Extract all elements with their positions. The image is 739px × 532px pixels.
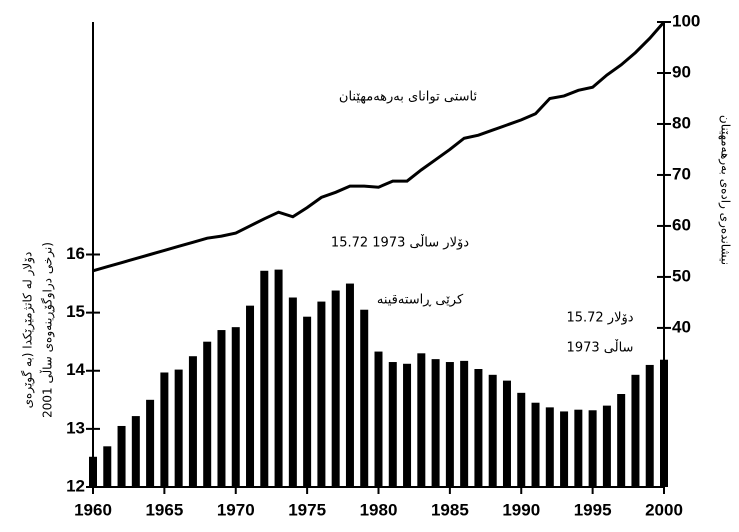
bar [660, 359, 668, 487]
bar [588, 410, 597, 487]
line [92, 21, 666, 273]
bar [188, 356, 197, 487]
x-tick-label: 1995 [574, 500, 612, 519]
bar [231, 327, 240, 487]
bar [174, 369, 183, 487]
annotation: ئاستی توانای بەرهەمهێنان [339, 90, 477, 105]
bar [203, 341, 212, 487]
bar [631, 374, 640, 487]
bar [288, 297, 297, 487]
y2-tick-label: 60 [672, 215, 691, 234]
annotation: ساڵی 1973 [567, 339, 634, 356]
annotation: کرێی ڕاستەقینە [377, 293, 464, 308]
bar [374, 351, 383, 487]
bar [317, 301, 326, 487]
bar [488, 374, 497, 487]
bar [260, 270, 269, 487]
bar [645, 364, 654, 487]
bar [445, 362, 454, 487]
bar [474, 369, 483, 487]
bar [403, 363, 412, 487]
bar [517, 392, 526, 487]
y-axis-title: دۆلار لە کاتژمێرێکدا (بە گوێرەی نرخی درا… [21, 242, 56, 418]
y2-tick-label: 80 [672, 113, 691, 132]
y2-tick-label: 90 [672, 62, 691, 81]
bar [217, 330, 226, 487]
bar [345, 283, 354, 487]
bar [331, 290, 340, 487]
bar [417, 353, 426, 487]
bar [146, 399, 155, 487]
bar [574, 409, 583, 487]
y2-axis-title: نیشاندەری رادەی بەرهەمهێنان [718, 115, 733, 265]
bar [131, 416, 140, 487]
bar [117, 425, 126, 487]
y-tick-label: 13 [66, 418, 85, 437]
x-tick-label: 1990 [502, 500, 540, 519]
y2-tick-label: 70 [672, 164, 691, 183]
bar [431, 359, 440, 487]
bar [246, 305, 255, 487]
x-tick-label: 1985 [431, 500, 469, 519]
bar [602, 405, 611, 487]
x-tick-label: 1960 [74, 500, 112, 519]
bar [560, 411, 569, 487]
bar [89, 456, 97, 487]
y-tick-label: 16 [66, 244, 85, 263]
y2-tick-label: 40 [672, 317, 691, 336]
x-tick-label: 1980 [360, 500, 398, 519]
x-tick-label: 1970 [217, 500, 255, 519]
x-tick-label: 1975 [288, 500, 326, 519]
y-tick-label: 15 [66, 302, 85, 321]
y2-tick-label: 50 [672, 266, 691, 285]
bar [617, 394, 626, 487]
bar [360, 309, 369, 487]
bar [303, 316, 312, 487]
y2-tick-label: 100 [672, 11, 700, 30]
y-tick-label: 14 [66, 360, 85, 379]
bar [545, 407, 554, 487]
annotation: 15.72 دۆلار [566, 311, 633, 326]
bar [103, 446, 112, 487]
bar [531, 402, 540, 487]
annotation: 15.72 دۆلار ساڵی 1973 [331, 234, 469, 251]
bar [388, 362, 397, 487]
bar [274, 269, 283, 487]
bar [460, 360, 469, 487]
bar [502, 380, 511, 487]
y-tick-label: 12 [66, 476, 85, 495]
x-tick-label: 2000 [645, 500, 683, 519]
x-tick-label: 1965 [145, 500, 183, 519]
bar [160, 372, 169, 487]
y-label-line: نرخی دراوگۆڕینەوەی ساڵی 2001) [40, 242, 56, 418]
y-label-line: دۆلار لە کاتژمێرێکدا (بە گوێرەی [21, 252, 36, 409]
